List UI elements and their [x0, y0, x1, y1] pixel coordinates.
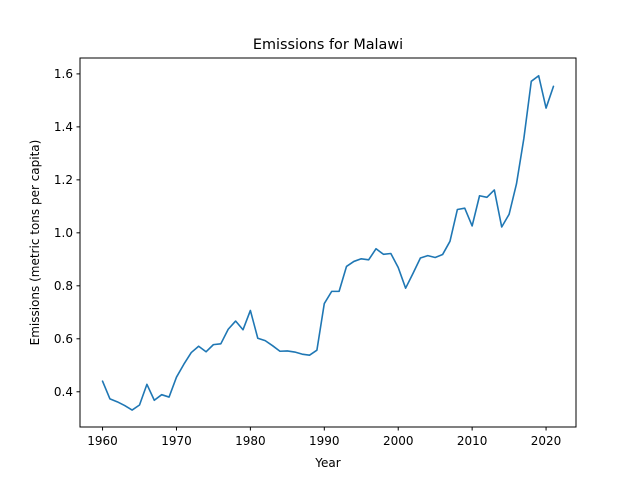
- x-axis: 1960 1970 1980 1990 2000 2010 2020: [87, 427, 561, 448]
- x-tick-label: 1980: [235, 434, 266, 448]
- x-tick-label: 2020: [531, 434, 562, 448]
- y-tick-label: 0.8: [54, 279, 73, 293]
- y-axis-label: Emissions (metric tons per capita): [28, 140, 42, 346]
- y-tick-label: 1.2: [54, 173, 73, 187]
- y-tick-label: 0.4: [54, 385, 73, 399]
- x-tick-label: 2010: [457, 434, 488, 448]
- y-tick-label: 1.4: [54, 120, 73, 134]
- y-tick-label: 0.6: [54, 332, 73, 346]
- x-tick-label: 2000: [383, 434, 414, 448]
- x-axis-label: Year: [314, 456, 340, 470]
- axes-frame: [79, 57, 577, 428]
- plot-area: [101, 74, 555, 411]
- y-axis: 0.4 0.6 0.8 1.0 1.2 1.4 1.6: [54, 67, 80, 399]
- emissions-series-line: [101, 74, 555, 411]
- x-tick-label: 1970: [161, 434, 192, 448]
- y-tick-label: 1.6: [54, 67, 73, 81]
- x-tick-label: 1990: [309, 434, 340, 448]
- y-tick-label: 1.0: [54, 226, 73, 240]
- x-tick-label: 1960: [87, 434, 118, 448]
- chart-title: Emissions for Malawi: [253, 37, 403, 53]
